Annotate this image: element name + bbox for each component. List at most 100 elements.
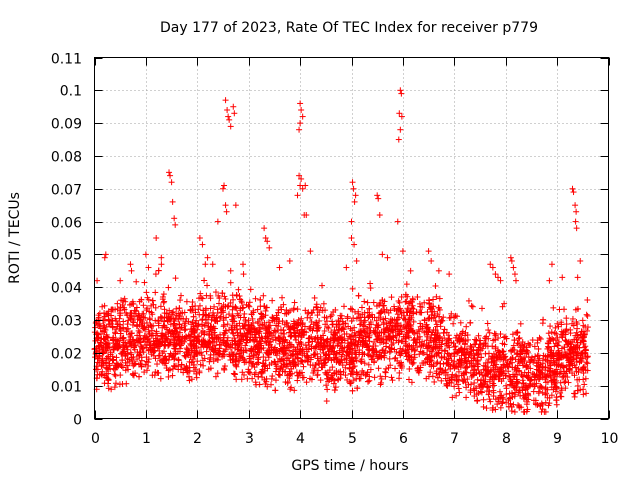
data-point xyxy=(499,303,506,310)
data-point xyxy=(337,371,344,378)
data-point xyxy=(175,316,182,323)
data-point xyxy=(456,389,463,396)
data-point xyxy=(380,339,387,346)
data-point xyxy=(159,296,166,303)
data-point xyxy=(511,271,518,278)
data-point xyxy=(392,365,399,372)
data-point xyxy=(345,335,352,342)
data-point xyxy=(476,341,483,348)
data-point xyxy=(350,377,357,384)
data-point xyxy=(328,374,335,381)
data-point xyxy=(209,346,216,353)
data-point xyxy=(565,359,572,366)
data-point xyxy=(446,314,453,321)
data-point xyxy=(198,338,205,345)
data-point xyxy=(146,337,153,344)
data-point xyxy=(452,363,459,370)
data-point xyxy=(364,344,371,351)
data-point xyxy=(365,314,372,321)
data-point xyxy=(559,274,566,281)
data-point xyxy=(417,320,424,327)
data-point xyxy=(295,354,302,361)
data-point xyxy=(341,356,348,363)
data-point xyxy=(578,350,585,357)
data-point xyxy=(338,345,345,352)
data-point xyxy=(440,314,447,321)
data-point xyxy=(513,376,520,383)
data-point xyxy=(289,348,296,355)
data-point xyxy=(245,366,252,373)
data-point xyxy=(337,359,344,366)
data-point xyxy=(329,321,336,328)
data-point xyxy=(152,317,159,324)
data-point xyxy=(190,313,197,320)
data-point xyxy=(519,377,526,384)
data-point xyxy=(145,356,152,363)
data-point xyxy=(396,110,403,117)
data-point xyxy=(124,355,131,362)
data-point xyxy=(485,356,492,363)
data-point xyxy=(252,295,259,302)
data-point xyxy=(155,267,162,274)
data-point xyxy=(237,296,244,303)
data-point xyxy=(132,342,139,349)
data-point xyxy=(558,321,565,328)
data-point xyxy=(477,377,484,384)
data-point xyxy=(372,324,379,331)
data-point xyxy=(477,337,484,344)
data-point xyxy=(276,340,283,347)
data-point xyxy=(367,280,374,287)
data-point xyxy=(557,379,564,386)
data-point xyxy=(186,349,193,356)
data-point xyxy=(157,303,164,310)
data-point xyxy=(436,339,443,346)
data-point xyxy=(465,381,472,388)
data-point xyxy=(176,321,183,328)
data-point xyxy=(207,354,214,361)
data-point xyxy=(261,363,268,370)
data-point xyxy=(492,336,499,343)
data-point xyxy=(467,343,474,350)
data-point xyxy=(414,344,421,351)
data-point xyxy=(262,235,269,241)
data-point xyxy=(325,348,332,355)
data-point xyxy=(351,324,358,331)
data-point xyxy=(582,349,589,356)
data-point xyxy=(386,355,393,362)
data-point xyxy=(406,376,413,383)
data-point xyxy=(475,332,482,339)
data-point xyxy=(531,377,538,384)
data-point xyxy=(158,254,165,261)
data-point xyxy=(261,225,268,232)
data-point xyxy=(296,172,303,179)
data-point xyxy=(534,353,541,360)
data-point xyxy=(241,310,248,317)
data-point xyxy=(567,341,574,348)
data-point xyxy=(288,365,295,372)
data-point xyxy=(567,347,574,354)
x-tick-labels: 0 1 2 3 4 5 6 7 8 9 10 xyxy=(91,431,618,447)
data-point xyxy=(321,344,328,351)
data-point xyxy=(515,341,522,348)
data-point xyxy=(155,343,162,350)
data-point xyxy=(312,321,319,328)
chart-title: Day 177 of 2023, Rate Of TEC Index for r… xyxy=(160,20,538,36)
data-point xyxy=(354,341,361,348)
data-point xyxy=(448,310,455,317)
data-point xyxy=(555,349,562,356)
data-point xyxy=(447,353,454,360)
data-point xyxy=(556,357,563,364)
data-point xyxy=(214,318,221,325)
data-point xyxy=(260,292,267,299)
y-tick-label: 0.07 xyxy=(51,183,82,199)
data-point xyxy=(571,372,578,379)
data-point xyxy=(203,319,210,326)
data-point xyxy=(210,309,217,316)
data-point xyxy=(548,329,555,336)
data-point xyxy=(306,325,313,332)
data-point xyxy=(524,390,531,397)
data-point xyxy=(545,402,552,409)
data-point xyxy=(158,261,165,268)
data-point xyxy=(329,364,336,371)
data-point xyxy=(311,366,318,373)
